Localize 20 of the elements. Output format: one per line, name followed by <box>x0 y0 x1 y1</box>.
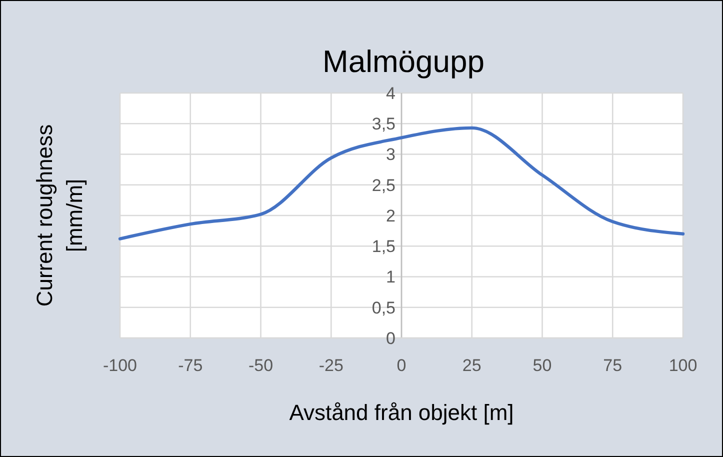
y-tick-label: 3,5 <box>372 114 396 134</box>
y-tick-label: 4 <box>386 84 396 103</box>
y-axis-title: Current roughness [mm/m] <box>32 124 87 307</box>
x-tick-label: -100 <box>102 356 138 375</box>
y-tick-label: 0,5 <box>372 298 396 318</box>
y-tick-label: 2 <box>386 206 396 226</box>
x-tick-label: 100 <box>668 356 698 375</box>
y-tick-label: 1,5 <box>372 237 396 256</box>
x-tick-label: 25 <box>462 356 482 375</box>
x-tick-label: -25 <box>318 356 344 375</box>
y-tick-label: 0 <box>386 328 396 348</box>
x-tick-label: 50 <box>532 356 552 375</box>
x-tick-label: -50 <box>248 356 274 375</box>
x-tick-label: -75 <box>178 356 203 375</box>
y-tick-label: 2,5 <box>372 176 396 195</box>
y-tick-label: 3 <box>386 145 396 164</box>
y-tick-label: 1 <box>386 268 396 287</box>
chart-title: Malmögupp <box>322 44 484 79</box>
x-tick-label: 75 <box>603 356 622 375</box>
x-axis-title: Avstånd från objekt [m] <box>289 400 514 425</box>
